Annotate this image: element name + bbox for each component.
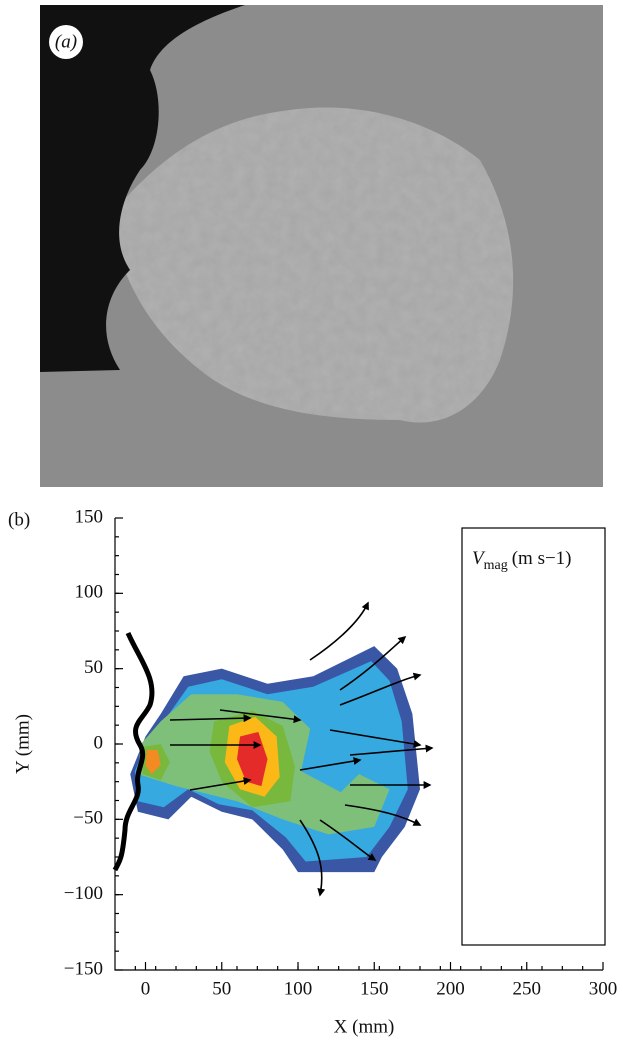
y-tick-label: −50 (73, 808, 103, 829)
x-axis-label: X (mm) (334, 1016, 395, 1037)
panel-label: (a) (55, 31, 77, 52)
x-tick-label: 0 (141, 978, 151, 999)
x-tick-label: 100 (284, 978, 313, 999)
y-tick-label: 50 (84, 657, 103, 678)
x-tick-label: 300 (589, 978, 618, 999)
y-tick-label: −150 (64, 958, 103, 979)
figure: (a) 0 50 100 150 200 250 300 −150 −100 −50 0 50 100 1… (0, 0, 623, 1043)
panel-label: (b) (8, 509, 30, 530)
y-tick-label: −100 (64, 883, 103, 904)
y-axis-label: Y (mm) (12, 714, 33, 774)
x-tick-label: 250 (513, 978, 542, 999)
y-tick-label: 100 (75, 582, 104, 603)
colorbar-box (462, 528, 605, 945)
y-tick-label: 0 (94, 732, 104, 753)
x-tick-label: 200 (436, 978, 465, 999)
cb-unit: (m s−1) (512, 548, 572, 569)
cb-subscript: mag (484, 558, 508, 573)
x-tick-label: 150 (360, 978, 389, 999)
x-tick-label: 50 (212, 978, 231, 999)
y-tick-label: 150 (75, 506, 104, 527)
